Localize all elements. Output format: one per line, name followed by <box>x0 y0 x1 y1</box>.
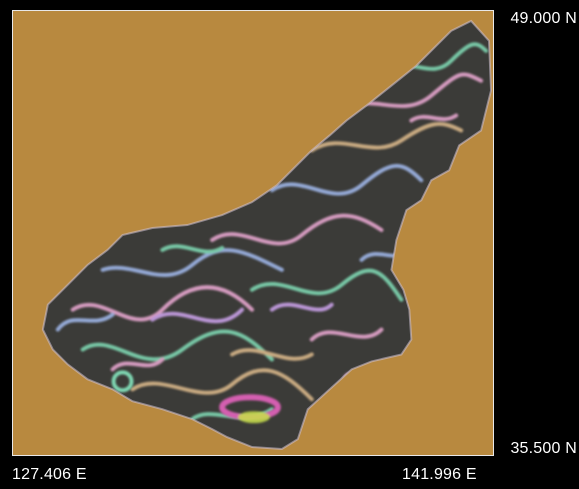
latitude-top-label: 49.000 N <box>510 10 577 27</box>
latitude-bottom-label: 35.500 N <box>510 440 577 457</box>
longitude-right-label: 141.996 E <box>402 466 477 483</box>
map-canvas[interactable] <box>12 10 494 456</box>
flow-field-map <box>13 11 493 455</box>
longitude-left-label: 127.406 E <box>12 466 87 483</box>
